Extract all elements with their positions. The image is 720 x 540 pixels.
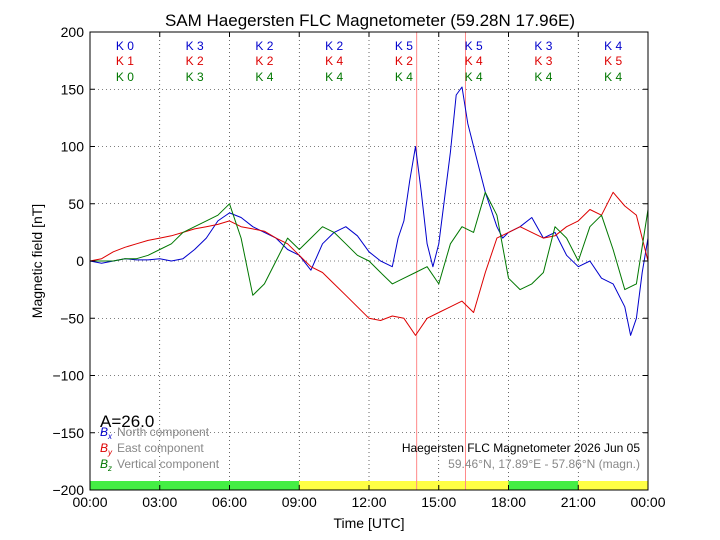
- k-index-bx: K 3: [186, 39, 204, 53]
- y-tick-label: 50: [68, 196, 84, 212]
- k-index-bx: K 5: [465, 39, 483, 53]
- y-tick-label: −100: [52, 368, 84, 384]
- series-lines: [89, 86, 649, 336]
- k-index-bx: K 2: [255, 39, 273, 53]
- k-index-bz: K 4: [325, 70, 343, 84]
- k-index-by: K 3: [534, 54, 552, 68]
- k-index-by: K 2: [186, 54, 204, 68]
- legend-subscript: y: [107, 448, 113, 457]
- legend-subscript: x: [107, 432, 113, 441]
- k-index-bz: K 4: [534, 70, 552, 84]
- y-tick-label: −200: [52, 482, 84, 498]
- series-line-by: [89, 191, 649, 336]
- x-axis-label: Time [UTC]: [333, 515, 404, 531]
- k-index-by: K 1: [116, 54, 134, 68]
- series-line-bx: [89, 86, 649, 336]
- k-index-bz: K 4: [465, 70, 483, 84]
- legend-symbol: B: [100, 457, 108, 471]
- activity-bar: [90, 481, 648, 490]
- k-index-bx: K 3: [534, 39, 552, 53]
- x-tick-label: 18:00: [491, 494, 526, 510]
- k-index-bx: K 0: [116, 39, 134, 53]
- chart-title: SAM Haegersten FLC Magnetometer (59.28N …: [165, 11, 575, 30]
- k-index-bz: K 0: [116, 70, 134, 84]
- x-tick-label: 12:00: [351, 494, 386, 510]
- a-index-label: A=26.0: [100, 412, 154, 431]
- y-tick-label: 150: [61, 81, 85, 97]
- k-index-bz: K 3: [186, 70, 204, 84]
- y-tick-label: 0: [76, 253, 84, 269]
- activity-segment: [578, 481, 648, 490]
- activity-segment: [508, 481, 579, 490]
- k-index-by: K 4: [465, 54, 483, 68]
- x-tick-label: 00:00: [630, 494, 665, 510]
- y-tick-label: −150: [52, 425, 84, 441]
- k-index-by: K 2: [255, 54, 273, 68]
- k-index-by: K 5: [604, 54, 622, 68]
- x-tick-label: 09:00: [282, 494, 317, 510]
- y-tick-label: 200: [61, 24, 85, 40]
- legend-label: Vertical component: [117, 457, 220, 471]
- x-tick-label: 06:00: [212, 494, 247, 510]
- k-index-bz: K 4: [395, 70, 413, 84]
- legend-subscript: z: [107, 464, 112, 473]
- activity-segment: [90, 481, 300, 490]
- legend-label: North component: [117, 425, 210, 439]
- y-tick-label: −50: [60, 310, 84, 326]
- station-info-line2: 59.46°N, 17.89°E - 57.86°N (magn.): [448, 457, 640, 471]
- legend-symbol: B: [100, 425, 108, 439]
- k-index-bz: K 4: [255, 70, 273, 84]
- k-index-bx: K 2: [325, 39, 343, 53]
- axis-ticks: 00:00 03:00 06:00 09:00 12:00 15:00 18:00 21:00…: [52, 24, 665, 510]
- y-axis-label: Magnetic field [nT]: [29, 204, 45, 318]
- series-line-bz: [90, 191, 649, 296]
- x-tick-label: 15:00: [421, 494, 456, 510]
- x-tick-label: 21:00: [561, 494, 596, 510]
- legend-label: East component: [117, 441, 204, 455]
- activity-segment: [299, 481, 509, 490]
- y-tick-label: 100: [61, 139, 85, 155]
- k-index-bx: K 4: [604, 39, 622, 53]
- x-tick-label: 03:00: [142, 494, 177, 510]
- x-tick-label: 00:00: [72, 494, 107, 510]
- k-index-bz: K 4: [604, 70, 622, 84]
- k-index-bx: K 5: [395, 39, 413, 53]
- station-info-line1: Haegersten FLC Magnetometer 2026 Jun 05: [402, 441, 640, 455]
- k-index-by: K 2: [395, 54, 413, 68]
- k-index-by: K 4: [325, 54, 343, 68]
- legend-symbol: B: [100, 441, 108, 455]
